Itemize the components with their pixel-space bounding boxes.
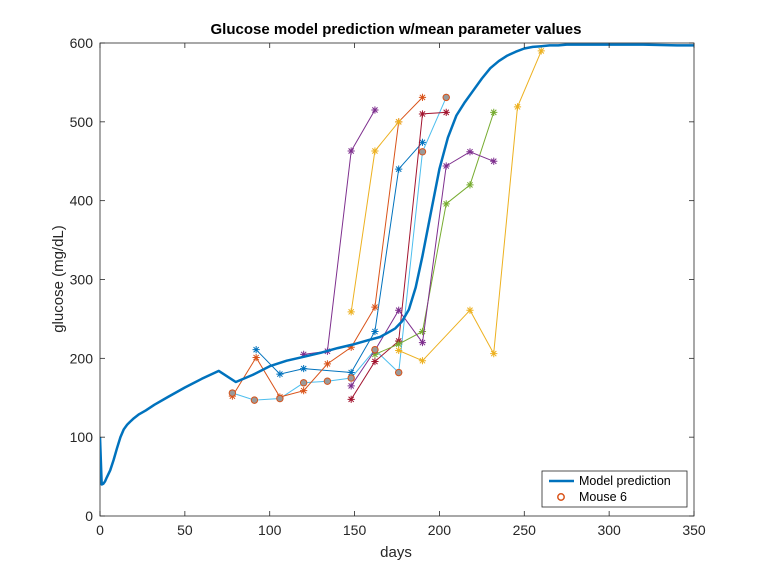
data-point [418,138,427,146]
data-point [300,364,308,373]
x-tick-label: 50 [177,522,193,538]
data-point [323,360,332,368]
x-tick-label: 300 [597,522,621,538]
mouse-6-point [347,374,355,382]
x-tick-label: 150 [343,522,367,538]
x-tick-label: 100 [258,522,282,538]
data-point [490,350,498,358]
data-point [252,353,260,362]
data-point [347,382,355,390]
mouse-6-point [323,377,332,385]
data-point [395,118,403,126]
data-point [442,162,450,170]
data-point [418,357,427,365]
series-line [232,97,447,401]
data-point [347,147,355,155]
data-point [442,200,450,208]
x-tick-label: 350 [682,522,706,538]
data-point [418,338,427,347]
data-point [466,306,474,314]
model-prediction-line [100,43,694,486]
mouse-6-markers [228,93,450,404]
legend-label-mouse-6: Mouse 6 [579,490,627,504]
mouse-6-point [228,389,237,397]
series-line [398,50,542,362]
data-point [395,340,403,348]
data-point [347,343,355,351]
data-point [537,47,545,55]
data-point [371,303,379,311]
data-point [418,110,427,118]
data-point [347,368,355,377]
mouse-6-point [276,394,284,403]
data-point [418,93,427,101]
data-series-9 [395,47,545,365]
legend-label-model: Model prediction [579,474,671,488]
y-tick-label: 500 [70,114,94,130]
data-point [300,387,308,395]
data-series-2 [252,138,427,378]
data-point [418,327,427,336]
x-tick-label: 250 [513,522,537,538]
legend: Model prediction Mouse 6 [541,470,688,508]
mouse-6-point [442,93,450,102]
data-point [371,147,379,155]
data-point [276,370,284,378]
y-tick-label: 0 [85,508,93,524]
data-point [371,327,379,336]
data-point [347,395,355,403]
y-tick-label: 300 [70,272,94,288]
data-point [300,350,308,358]
mouse-6-point [299,379,308,387]
legend-box [541,470,688,508]
data-point [395,346,403,355]
y-tick-label: 600 [70,35,94,51]
data-point [466,148,474,156]
data-point [347,308,355,316]
data-point [490,157,498,165]
y-tick-label: 400 [70,193,94,209]
x-tick-label: 200 [428,522,452,538]
plot-area [99,42,695,517]
y-tick-label: 100 [70,429,94,445]
x-axis: 0 50 100 150 200 250 300 350 [96,43,706,538]
series-line [374,112,495,355]
data-point [371,106,379,114]
legend-swatch-mouse-6 [557,493,565,501]
data-point [395,165,403,173]
chart-title: Glucose model prediction w/mean paramete… [211,21,582,38]
data-point [442,108,450,116]
x-tick-label: 0 [96,522,104,538]
x-axis-label: days [380,544,412,561]
mouse-6-point [371,345,379,354]
data-point [466,181,474,189]
data-point [371,350,379,358]
data-point [395,306,403,314]
data-series-7 [371,108,498,358]
mouse-6-point [418,148,427,156]
data-series-4 [347,118,403,316]
data-point [513,103,522,111]
y-axis-label: glucose (mg/dL) [50,225,67,333]
mouse-6-point [394,368,403,377]
mouse-6-point [250,396,259,404]
y-tick-label: 200 [70,350,94,366]
data-point [490,108,498,116]
y-axis: 0 100 200 300 400 500 600 [70,35,694,524]
data-point [371,357,379,366]
data-point [252,346,260,354]
